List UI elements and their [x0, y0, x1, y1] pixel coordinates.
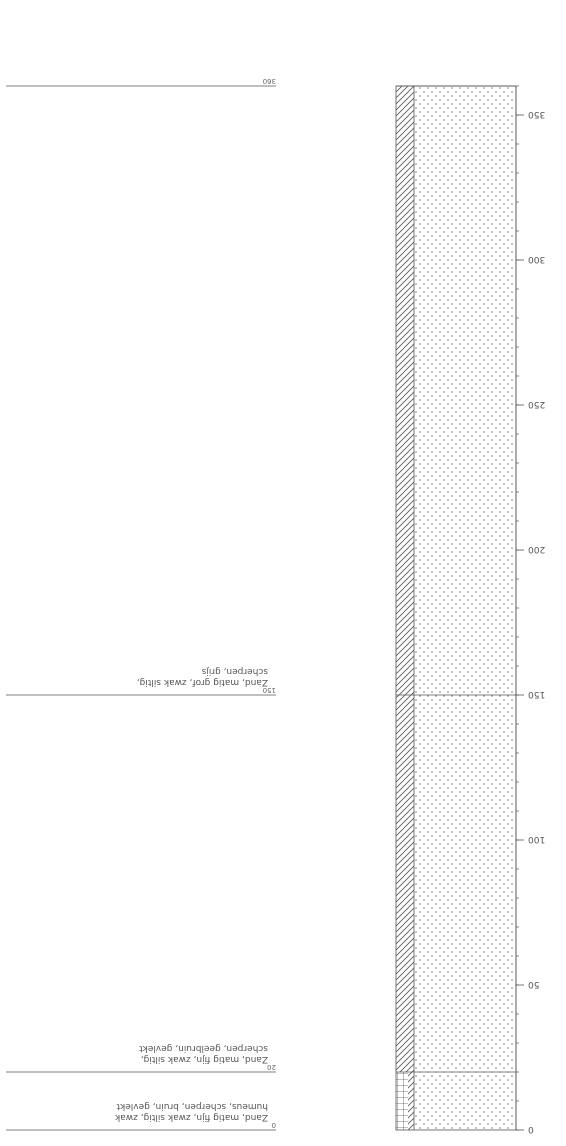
depth-tick-label: 200 [528, 544, 545, 554]
depth-tick-label: 100 [528, 834, 545, 844]
depth-tick-label: 0 [528, 1124, 534, 1134]
depth-tick-label: 150 [528, 689, 545, 699]
layer-0-sand-fill [414, 1072, 516, 1130]
boundary-depth-label: 360 [262, 77, 276, 85]
layer-description-line: Zand, matig fijn, zwak siltig, [140, 1054, 268, 1064]
layer-1-sand-fill [414, 695, 516, 1072]
layer-description: Zand, matig fijn, zwak siltig, zwak humeu… [115, 1100, 268, 1122]
layer-0-grid-fill [396, 1072, 408, 1130]
boundary-depth-label: 20 [267, 1063, 276, 1071]
layer-1-hatch-fill [396, 695, 414, 1072]
layer-2-hatch-fill [396, 86, 414, 695]
layer-description: Zand, matig fijn, zwak siltig, scherpen, … [139, 1042, 268, 1064]
layer-description-line: humeus, scherpen, bruin, gevlekt [116, 1101, 268, 1111]
boundary-depth-label: 150 [262, 686, 276, 694]
depth-tick-label: 50 [528, 979, 540, 989]
layer-description-line: scherpen, grijs [201, 666, 268, 676]
depth-tick-label: 300 [528, 254, 545, 264]
depth-tick-label: 350 [528, 109, 545, 119]
boundary-depth-label: 0 [271, 1121, 276, 1129]
layer-description-line: Zand, matig fijn, zwak siltig, zwak [115, 1112, 268, 1122]
layer-2-sand-fill [414, 86, 516, 695]
depth-tick-label: 250 [528, 399, 545, 409]
layer-0-hatch-fill [408, 1072, 414, 1130]
layer-description: Zand, matig grof, zwak siltig, scherpen, … [137, 665, 268, 687]
layer-description-line: scherpen, geelbruin, gevlekt [139, 1043, 268, 1053]
layer-description-line: Zand, matig grof, zwak siltig, [136, 677, 268, 687]
